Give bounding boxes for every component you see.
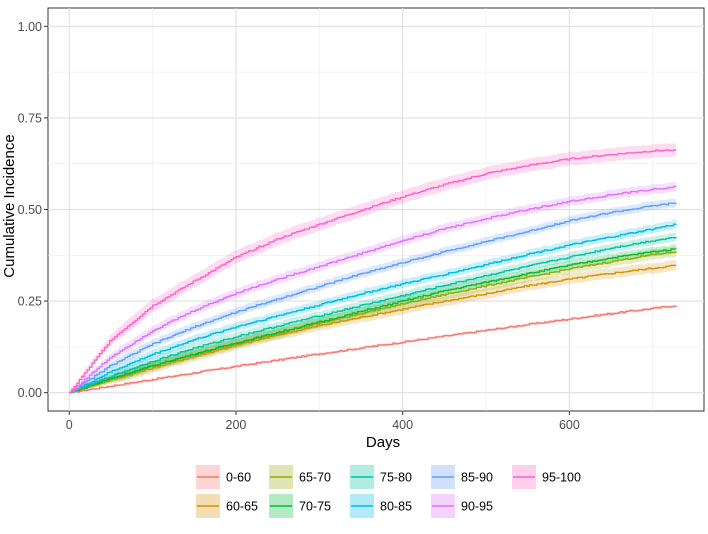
confidence-band-65-70 xyxy=(69,246,677,393)
legend-item-95-100: 95-100 xyxy=(512,465,581,489)
series-line-90-95 xyxy=(69,185,677,394)
legend-label: 95-100 xyxy=(542,471,581,485)
y-tick-label: 0.75 xyxy=(18,111,42,125)
series-line-95-100 xyxy=(69,149,677,394)
legend-label: 80-85 xyxy=(380,500,412,514)
legend-label: 0-60 xyxy=(226,471,251,485)
series-lines xyxy=(69,149,677,394)
legend: 0-60 60-65 65-70 70-75 75-80 80-85 85-90 90-95 9… xyxy=(196,465,581,518)
legend-label: 70-75 xyxy=(299,500,331,514)
legend-item-65-70: 65-70 xyxy=(269,465,331,489)
y-tick-label: 0.00 xyxy=(18,386,42,400)
legend-item-90-95: 90-95 xyxy=(431,494,493,518)
y-tick-label: 0.50 xyxy=(18,203,42,217)
series-line-85-90 xyxy=(69,202,677,394)
legend-item-70-75: 70-75 xyxy=(269,494,331,518)
confidence-band-75-80 xyxy=(69,232,677,393)
x-tick-label: 400 xyxy=(392,418,413,432)
series-line-75-80 xyxy=(69,236,677,394)
legend-item-0-60: 0-60 xyxy=(196,465,251,489)
series-line-60-65 xyxy=(69,264,677,394)
y-tick-label: 0.25 xyxy=(18,295,42,309)
x-tick-label: 600 xyxy=(559,418,580,432)
y-axis-label: Cumulative Incidence xyxy=(1,134,18,277)
legend-item-85-90: 85-90 xyxy=(431,465,493,489)
x-tick-label: 0 xyxy=(66,418,73,432)
legend-label: 75-80 xyxy=(380,471,412,485)
legend-item-75-80: 75-80 xyxy=(350,465,412,489)
series-line-0-60 xyxy=(69,305,677,394)
legend-label: 85-90 xyxy=(461,471,493,485)
legend-label: 60-65 xyxy=(226,500,258,514)
legend-label: 65-70 xyxy=(299,471,331,485)
series-line-70-75 xyxy=(69,248,677,394)
x-axis-label: Days xyxy=(366,434,400,451)
legend-item-60-65: 60-65 xyxy=(196,494,258,518)
y-tick-label: 1.00 xyxy=(18,20,42,34)
confidence-band-70-75 xyxy=(69,244,677,393)
axes: 0 200 400 600 0.00 0.25 0.50 0.75 1.00 xyxy=(18,20,580,432)
major-gridlines xyxy=(48,8,704,411)
series-line-80-85 xyxy=(69,223,677,394)
x-tick-label: 200 xyxy=(226,418,247,432)
legend-item-80-85: 80-85 xyxy=(350,494,412,518)
legend-label: 90-95 xyxy=(461,500,493,514)
